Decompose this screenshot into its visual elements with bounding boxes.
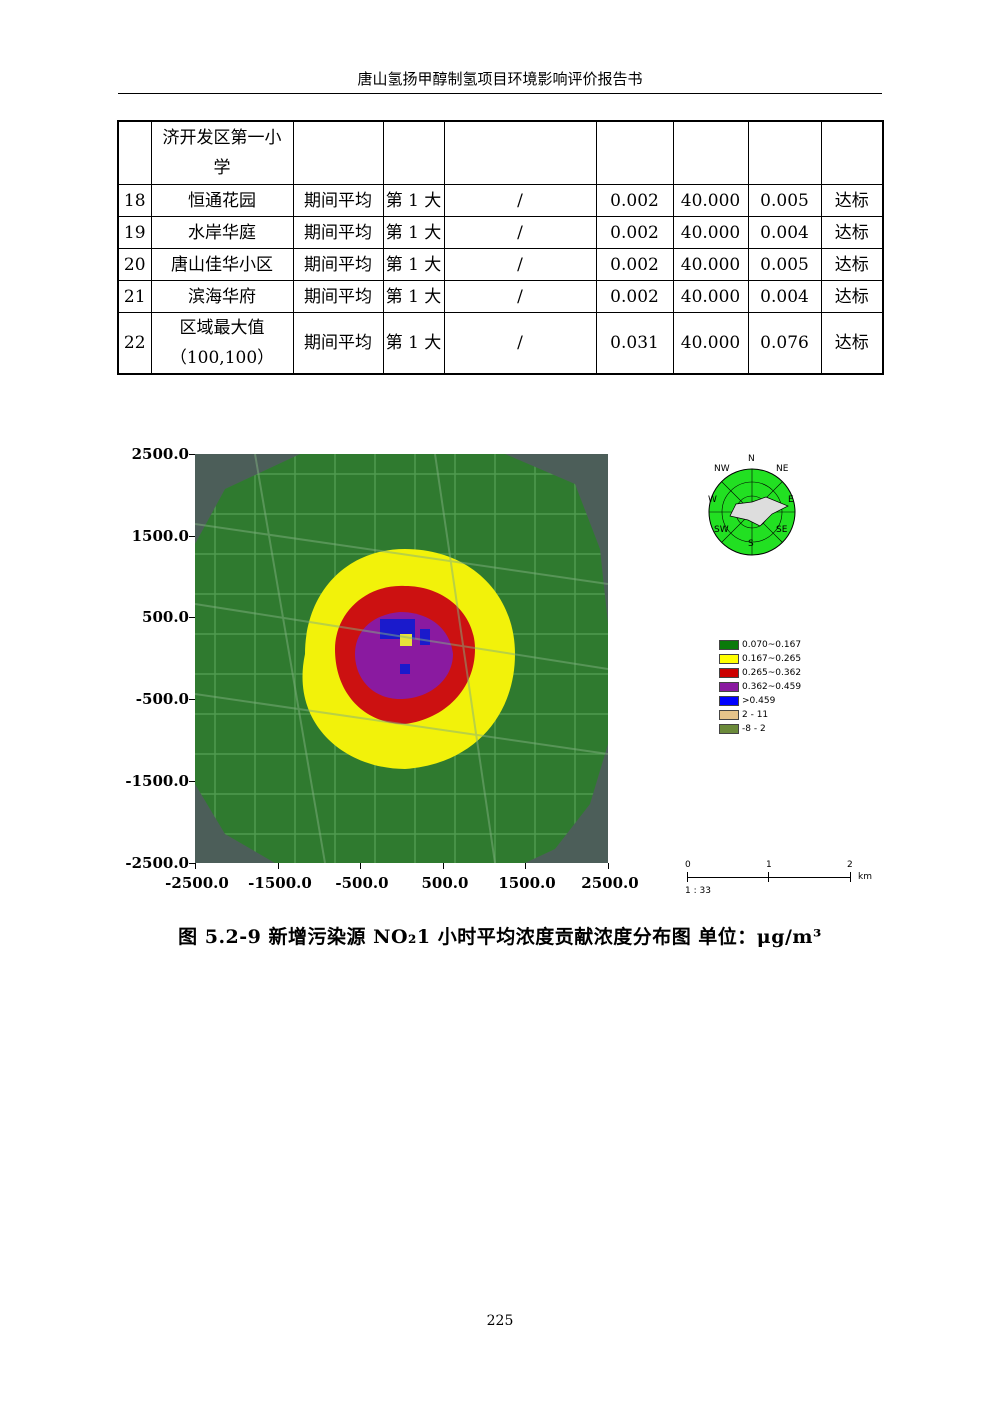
compass-nw: NW <box>714 464 730 474</box>
map-legend: 0.070~0.167 0.167~0.265 0.265~0.362 0.362~0… <box>719 638 801 736</box>
x-tick-label: -1500.0 <box>248 874 312 892</box>
legend-swatch <box>719 668 739 678</box>
y-tick-label: 2500.0 <box>131 445 189 463</box>
table-row: 济开发区第一小 学 <box>117 120 884 185</box>
legend-item: 0.070~0.167 <box>719 638 801 652</box>
table-row: 22 区域最大值 （100,100） 期间平均 第 1 大 / 0.031 40… <box>117 312 884 375</box>
y-tick-label: -2500.0 <box>125 854 189 872</box>
legend-item: -8 - 2 <box>719 722 801 736</box>
header-rule <box>118 93 882 94</box>
compass-w: W <box>708 495 717 505</box>
compass-sw: SW <box>714 525 729 535</box>
legend-swatch <box>719 682 739 692</box>
legend-label: -8 - 2 <box>742 724 766 734</box>
scale-bar: 0 1 2 km 1 : 33 <box>685 860 872 896</box>
wind-rose-graphic <box>708 468 796 556</box>
table-row: 19 水岸华庭 期间平均 第 1 大 / 0.002 40.000 0.004 … <box>117 216 884 249</box>
legend-swatch <box>719 654 739 664</box>
legend-item: 2 - 11 <box>719 708 801 722</box>
table-row: 21 滨海华府 期间平均 第 1 大 / 0.002 40.000 0.004 … <box>117 280 884 313</box>
x-tick-label: -500.0 <box>335 874 389 892</box>
concentration-figure: 2500.0 1500.0 500.0 -500.0 -1500.0 -2500… <box>125 440 885 900</box>
table-row: 20 唐山佳华小区 期间平均 第 1 大 / 0.002 40.000 0.00… <box>117 248 884 281</box>
x-tick-label: 500.0 <box>421 874 469 892</box>
page-header: 唐山氢扬甲醇制氢项目环境影响评价报告书 <box>357 70 643 88</box>
figure-caption: 图 5.2-9 新增污染源 NO₂1 小时平均浓度贡献浓度分布图 单位：μg/m… <box>178 926 822 948</box>
legend-label: 0.362~0.459 <box>742 682 802 692</box>
dispersion-map-graphic <box>195 454 608 863</box>
receptor-name: 济开发区第一小 学 <box>150 120 294 185</box>
legend-swatch <box>719 724 739 734</box>
legend-swatch <box>719 710 739 720</box>
legend-item: 0.265~0.362 <box>719 666 801 680</box>
y-tick-label: 1500.0 <box>131 527 189 545</box>
dispersion-map <box>195 454 608 863</box>
legend-item: 0.167~0.265 <box>719 652 801 666</box>
legend-label: >0.459 <box>742 696 776 706</box>
page-number: 225 <box>486 1313 514 1329</box>
legend-label: 0.265~0.362 <box>742 668 802 678</box>
receptor-name: 区域最大值 （100,100） <box>150 312 294 375</box>
legend-label: 0.070~0.167 <box>742 640 802 650</box>
x-tick-label: -2500.0 <box>165 874 229 892</box>
results-table: 济开发区第一小 学 18 恒通花园 期间平均 第 1 大 / 0.002 40.… <box>117 120 884 375</box>
wind-rose: N NE E SE S SW W NW <box>700 454 810 564</box>
compass-e: E <box>788 495 794 505</box>
legend-label: 0.167~0.265 <box>742 654 802 664</box>
legend-item: >0.459 <box>719 694 801 708</box>
legend-swatch <box>719 640 739 650</box>
table-row: 18 恒通花园 期间平均 第 1 大 / 0.002 40.000 0.005 … <box>117 184 884 217</box>
compass-s: S <box>748 539 754 549</box>
y-tick-label: 500.0 <box>142 608 189 626</box>
compass-n: N <box>748 454 755 464</box>
compass-ne: NE <box>776 464 789 474</box>
x-tick-label: 2500.0 <box>581 874 639 892</box>
legend-swatch <box>719 696 739 706</box>
legend-label: 2 - 11 <box>742 710 769 720</box>
compass-se: SE <box>776 525 788 535</box>
legend-item: 0.362~0.459 <box>719 680 801 694</box>
y-tick-label: -500.0 <box>135 690 189 708</box>
y-tick-label: -1500.0 <box>125 772 189 790</box>
x-tick-label: 1500.0 <box>498 874 556 892</box>
